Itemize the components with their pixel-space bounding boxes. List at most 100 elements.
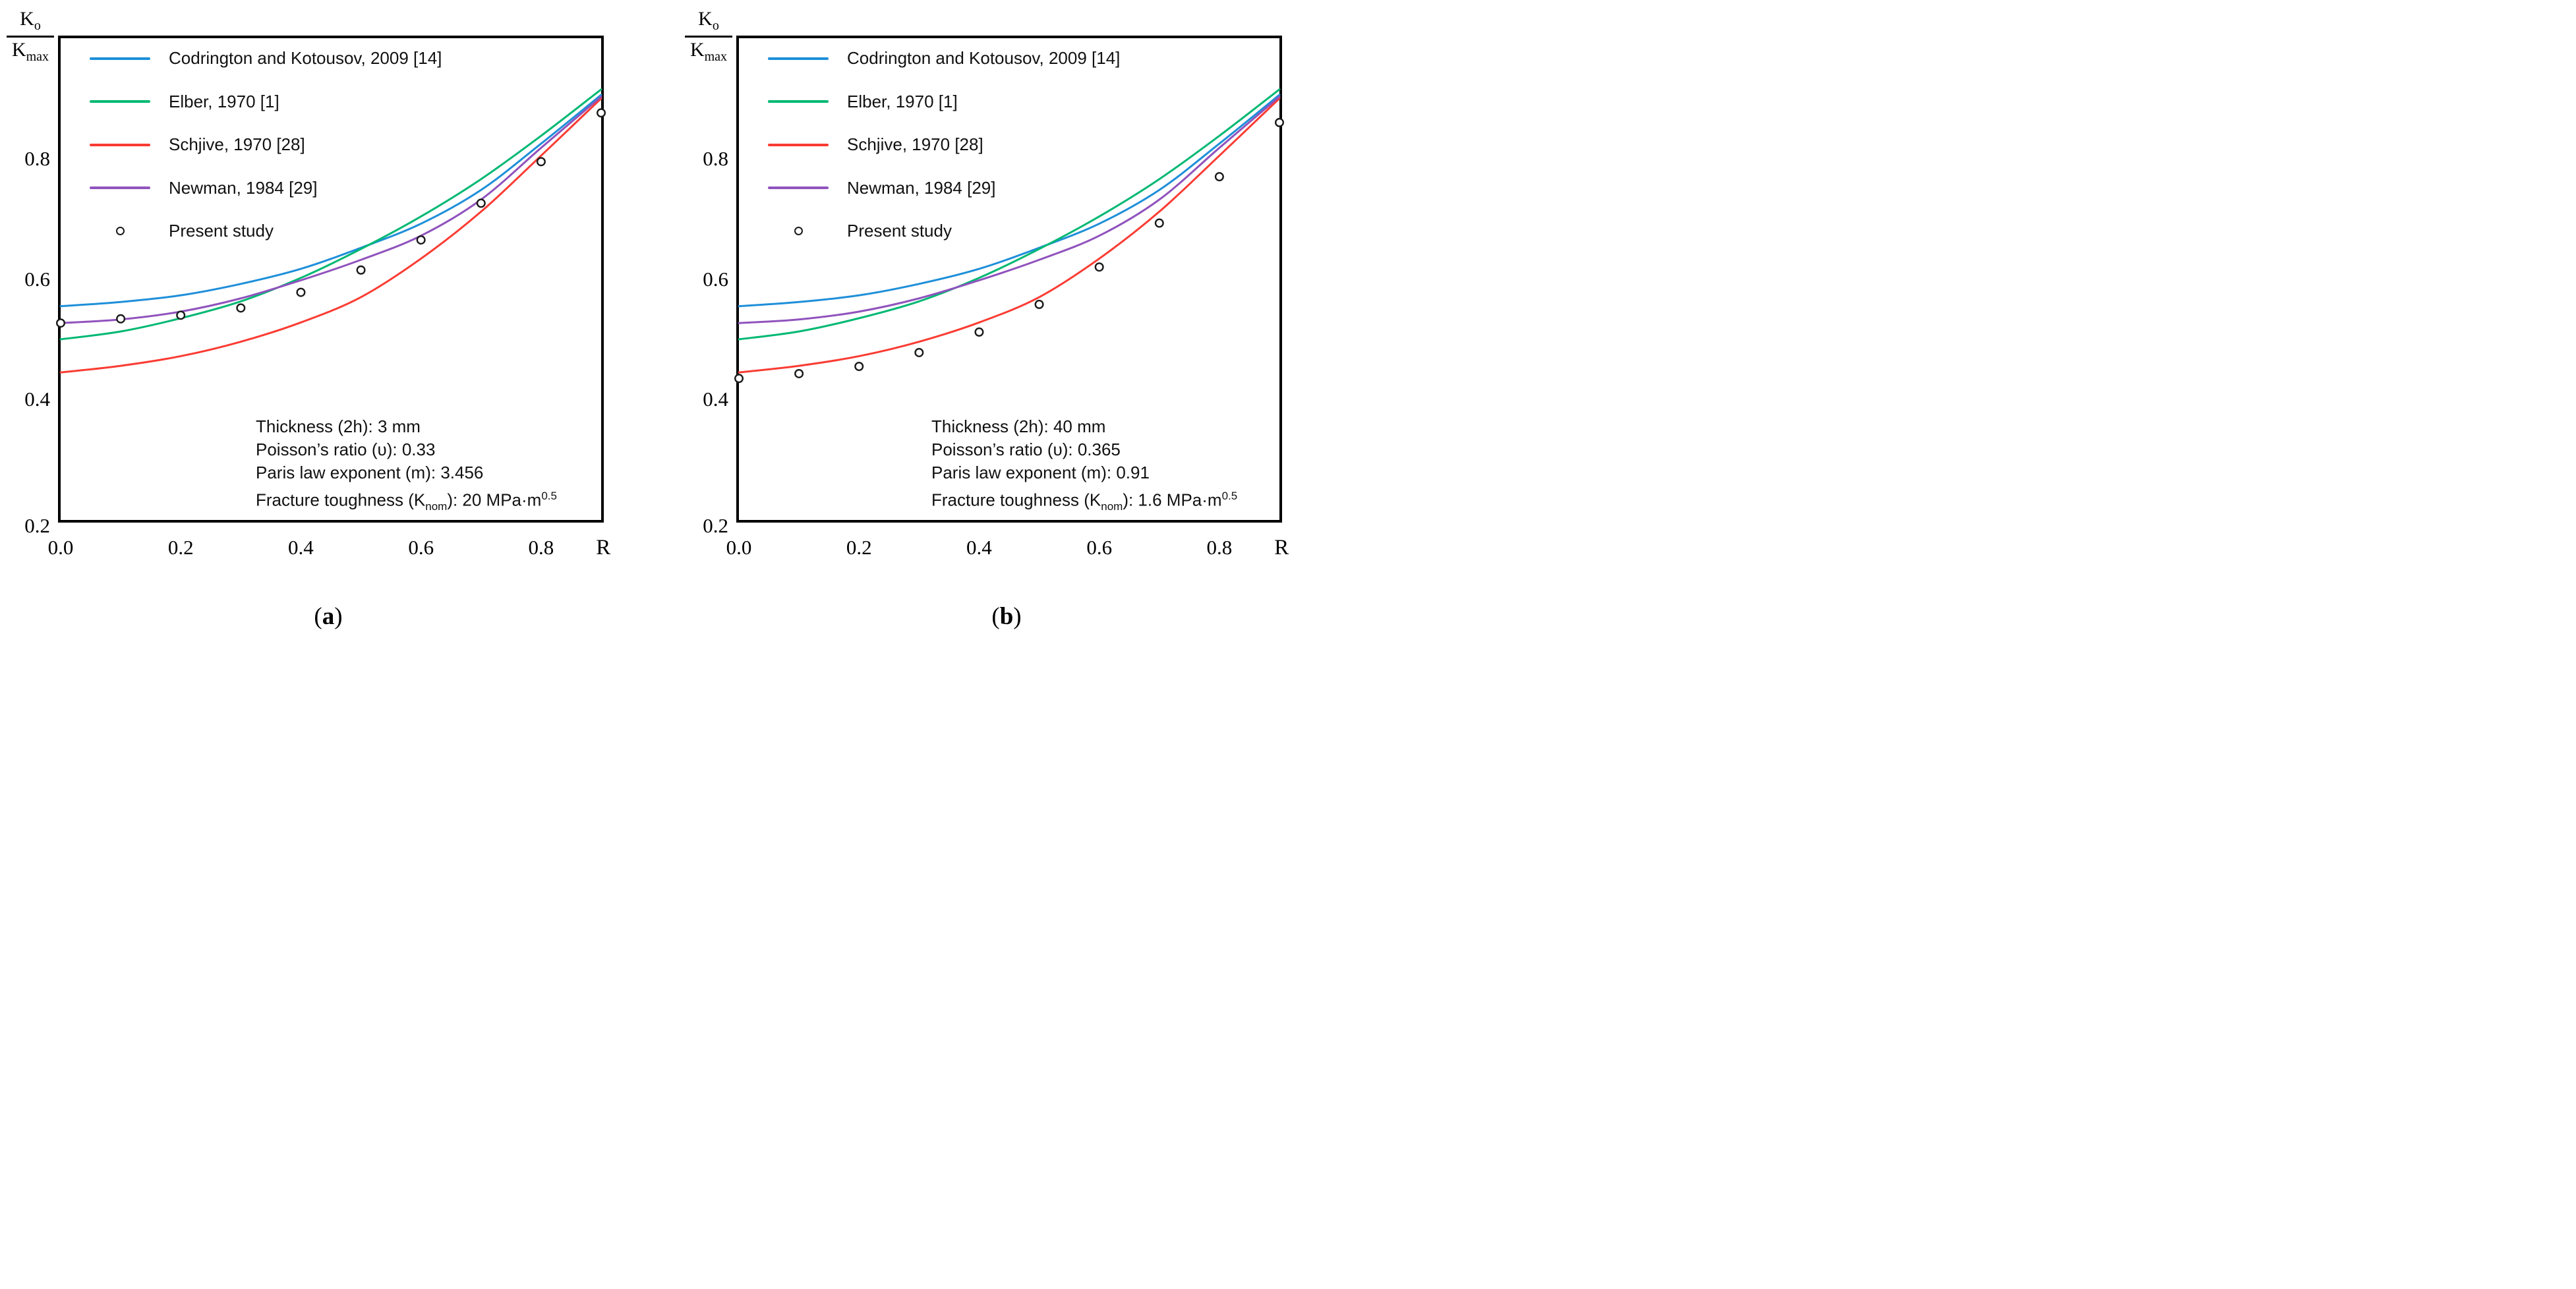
annotation-text: Fracture toughness (K — [256, 490, 426, 510]
schjive-line-swatch-icon — [768, 143, 829, 146]
y-tick-label: 0.2 — [703, 514, 728, 537]
figure-panel-a: Ko Kmax 0.8 0.6 0.4 0.2 Codrington and K… — [0, 0, 644, 644]
schjive-curve — [738, 97, 1281, 374]
annotation-text: ): 20 MPa·m — [447, 490, 542, 510]
annotation-superscript: 0.5 — [1221, 490, 1238, 502]
schjive-curve — [59, 97, 602, 374]
parameters-annotation: Thickness (2h): 3 mm Poisson’s ratio (υ)… — [256, 415, 557, 518]
y-tick-label: 0.4 — [703, 387, 728, 411]
present-study-point — [914, 347, 924, 357]
legend-item-elber: Elber, 1970 [1] — [90, 80, 442, 124]
annotation-fracture-toughness: Fracture toughness (Knom): 1.6 MPa·m0.5 — [931, 484, 1237, 518]
legend-item-present-study: Present study — [768, 210, 1120, 253]
legend-label: Elber, 1970 [1] — [169, 91, 279, 111]
present-study-point — [854, 361, 864, 371]
annotation-superscript: 0.5 — [541, 490, 557, 502]
annotation-thickness: Thickness (2h): 40 mm — [931, 416, 1106, 436]
x-tick-label: 0.4 — [288, 536, 314, 559]
legend-item-codrington: Codrington and Kotousov, 2009 [14] — [768, 37, 1120, 80]
present-study-point — [476, 198, 486, 208]
y-label-den-sub: max — [26, 49, 49, 64]
newman-curve — [738, 96, 1281, 324]
x-tick-label: 0.2 — [846, 536, 872, 559]
y-tick-label: 0.8 — [24, 146, 50, 170]
codrington-curve — [59, 94, 602, 308]
present-study-point — [356, 265, 366, 275]
y-label-num-sub: o — [34, 18, 41, 33]
present-study-point — [734, 374, 744, 384]
annotation-poissons-ratio: Poisson’s ratio (υ): 0.365 — [931, 440, 1121, 459]
annotation-subscript: nom — [1101, 500, 1123, 513]
x-tick-label: 0.0 — [726, 536, 752, 559]
legend-item-elber: Elber, 1970 [1] — [768, 80, 1120, 124]
caption-letter: a — [322, 603, 335, 630]
y-label-den-sub: max — [704, 49, 728, 64]
y-label-den-base: K — [11, 39, 26, 61]
codrington-line-swatch-icon — [768, 57, 829, 60]
x-tick-label: 0.6 — [1086, 536, 1113, 559]
x-tick-label: 0.8 — [1206, 536, 1233, 559]
schjive-line-swatch-icon — [90, 143, 150, 146]
present-study-point — [1154, 218, 1164, 228]
figure-panel-b: Ko Kmax 0.8 0.6 0.4 0.2 Codrington and K… — [644, 0, 1289, 644]
codrington-curve — [738, 94, 1281, 308]
caption-a: (a) — [58, 602, 599, 631]
y-axis-label-denominator: Kmax — [7, 38, 54, 65]
y-tick-label: 0.6 — [703, 267, 728, 291]
caption-b: (b) — [736, 602, 1277, 631]
x-axis-label: R — [596, 536, 611, 559]
legend-item-codrington: Codrington and Kotousov, 2009 [14] — [90, 37, 442, 80]
y-axis-label: Ko Kmax — [685, 8, 732, 65]
present-study-point — [296, 287, 306, 297]
y-axis-label: Ko Kmax — [7, 8, 54, 65]
annotation-text: ): 1.6 MPa·m — [1123, 490, 1222, 510]
x-tick-label: 0.0 — [47, 536, 74, 559]
circle-marker-icon — [115, 227, 125, 236]
x-tick-label: 0.8 — [528, 536, 554, 559]
y-label-num-sub: o — [712, 18, 719, 33]
present-study-point — [597, 108, 606, 118]
present-study-point — [55, 318, 66, 328]
legend: Codrington and Kotousov, 2009 [14] Elber… — [90, 37, 442, 253]
legend-label: Newman, 1984 [29] — [169, 177, 318, 198]
y-label-num-base: K — [698, 8, 713, 30]
y-axis-label-denominator: Kmax — [685, 38, 732, 65]
newman-curve — [59, 96, 602, 324]
legend-item-newman: Newman, 1984 [29] — [768, 167, 1120, 210]
present-study-point — [1034, 299, 1044, 309]
plot-area-b: Ko Kmax 0.8 0.6 0.4 0.2 Codrington and K… — [685, 8, 1289, 559]
chart-canvas — [55, 88, 606, 374]
y-label-num-base: K — [20, 8, 34, 30]
present-study-point — [974, 327, 984, 337]
legend-label: Schjive, 1970 [28] — [169, 134, 305, 155]
x-tick-label: 0.4 — [966, 536, 992, 559]
annotation-paris-law-exponent: Paris law exponent (m): 0.91 — [931, 463, 1150, 482]
y-tick-label: 0.2 — [24, 514, 50, 537]
y-tick-label: 0.4 — [24, 387, 50, 411]
y-tick-label: 0.6 — [24, 267, 50, 291]
present-study-point — [176, 310, 186, 320]
newman-line-swatch-icon — [768, 186, 829, 190]
legend-label: Codrington and Kotousov, 2009 [14] — [847, 48, 1121, 69]
parameters-annotation: Thickness (2h): 40 mm Poisson’s ratio (υ… — [931, 415, 1237, 518]
caption-paren: ) — [334, 603, 343, 630]
annotation-text: Fracture toughness (K — [931, 490, 1101, 510]
elber-line-swatch-icon — [90, 100, 150, 103]
y-label-den-base: K — [689, 39, 705, 61]
present-study-point — [1094, 262, 1104, 272]
y-tick-label: 0.8 — [703, 146, 728, 170]
caption-paren: ( — [314, 603, 322, 630]
annotation-fracture-toughness: Fracture toughness (Knom): 20 MPa·m0.5 — [256, 484, 557, 518]
legend-label: Schjive, 1970 [28] — [847, 134, 983, 155]
legend-item-newman: Newman, 1984 [29] — [90, 167, 442, 210]
annotation-thickness: Thickness (2h): 3 mm — [256, 416, 421, 436]
present-study-point — [116, 314, 126, 324]
legend-item-present-study: Present study — [90, 210, 442, 253]
caption-paren: ( — [991, 603, 1000, 630]
present-study-point — [416, 235, 426, 245]
x-tick-label: 0.2 — [167, 536, 194, 559]
present-study-point — [794, 368, 804, 378]
y-axis-label-numerator: Ko — [7, 8, 54, 38]
codrington-line-swatch-icon — [90, 57, 150, 60]
legend-label: Present study — [169, 221, 274, 241]
